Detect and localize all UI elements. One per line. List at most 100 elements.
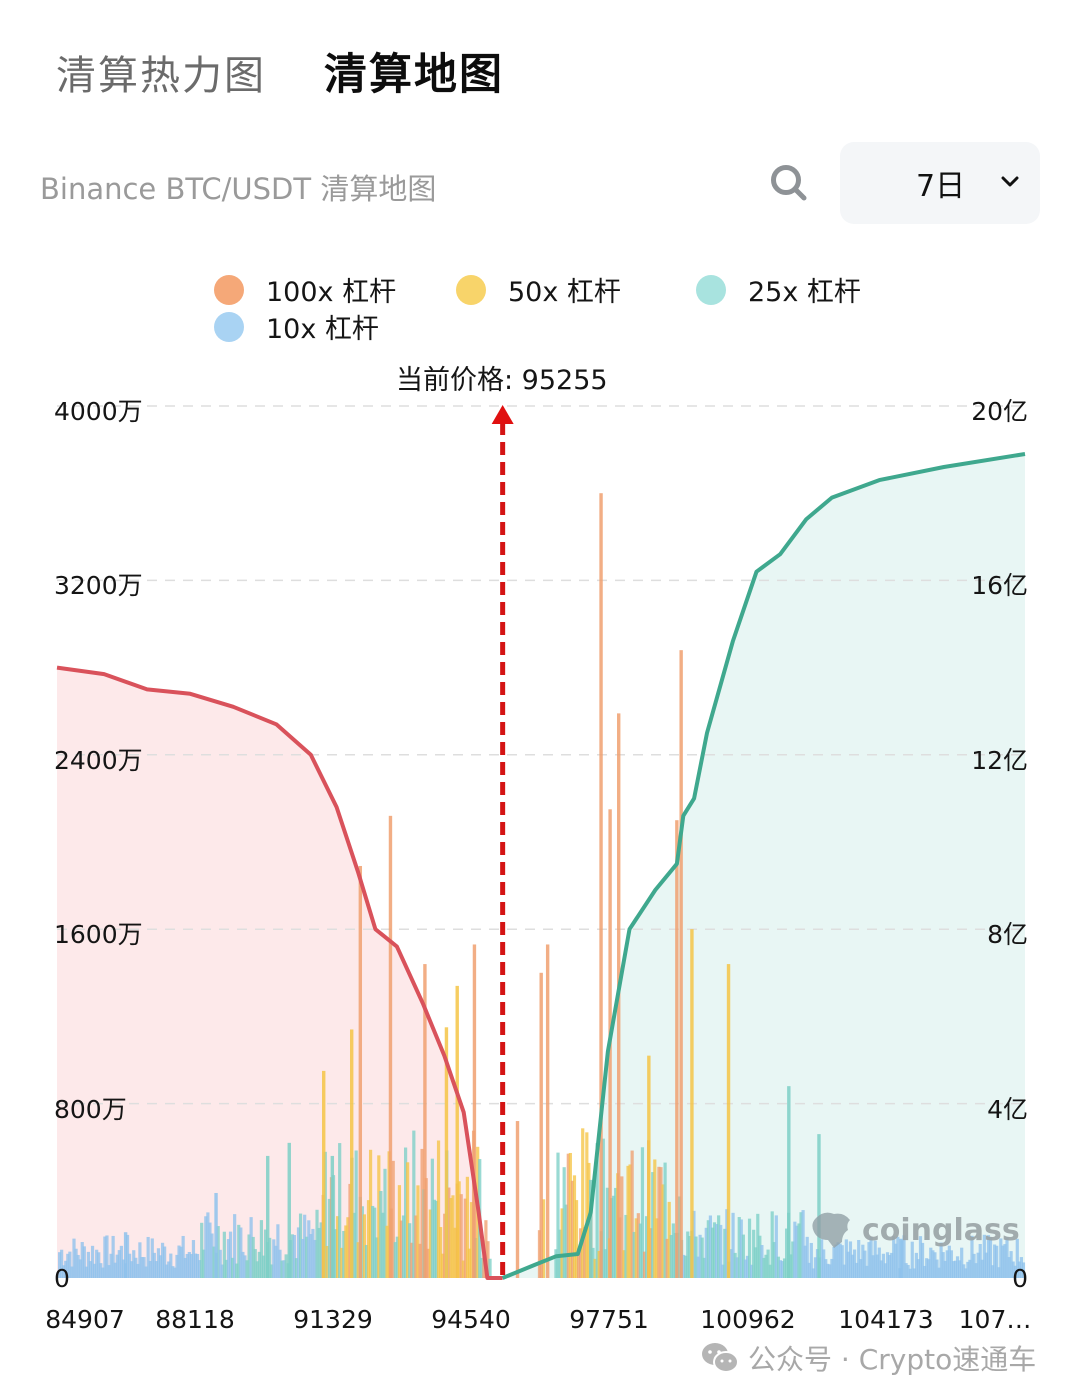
liquidation-bar: [811, 1268, 815, 1278]
liquidation-bar: [881, 1253, 886, 1278]
liquidation-bar: [403, 1147, 408, 1278]
footer-attribution: 公众号 · Crypto速通车: [700, 1338, 1036, 1378]
x-axis-tick: 100962: [700, 1305, 796, 1334]
liquidation-bar: [986, 1235, 991, 1278]
liquidation-bar: [772, 1242, 776, 1278]
liquidation-bar: [74, 1248, 78, 1278]
liquidation-bar: [311, 1228, 315, 1278]
liquidation-bar: [902, 1235, 906, 1278]
liquidation-bar: [976, 1252, 980, 1278]
liquidation-bar: [768, 1264, 772, 1278]
short-cumulative-line: [56, 665, 503, 1280]
liquidation-bar: [906, 1264, 910, 1278]
legend-item-25x[interactable]: 25x 杠杆: [696, 270, 861, 309]
liquidation-bar: [850, 1254, 855, 1278]
liquidation-peak-bar: [330, 1155, 335, 1278]
liquidation-bar: [296, 1227, 301, 1278]
liquidation-bar: [467, 1248, 472, 1278]
legend-item-100x[interactable]: 100x 杠杆: [214, 270, 396, 309]
liquidation-bar: [294, 1258, 299, 1278]
liquidation-bar: [686, 1231, 690, 1278]
liquidation-bar: [243, 1255, 247, 1278]
liquidation-bar: [834, 1244, 838, 1278]
liquidation-bar: [939, 1242, 943, 1278]
liquidation-bar: [154, 1261, 158, 1278]
x-axis-tick: 107…: [958, 1305, 1032, 1334]
legend-item-50x[interactable]: 50x 杠杆: [456, 270, 621, 309]
liquidation-bar: [72, 1238, 76, 1278]
liquidation-bar: [175, 1254, 179, 1278]
tab-liquidation-map[interactable]: 清算地图: [324, 50, 504, 100]
legend-item-10x[interactable]: 10x 杠杆: [214, 307, 379, 346]
liquidation-bar: [447, 1187, 451, 1278]
liquidation-bar: [622, 1250, 626, 1278]
liquidation-bar: [187, 1251, 191, 1278]
liquidation-bar: [638, 1223, 642, 1278]
liquidation-bar: [579, 1228, 583, 1278]
liquidation-bar: [614, 1187, 618, 1278]
liquidation-bar: [945, 1250, 949, 1278]
coinglass-logo-icon: [812, 1212, 850, 1248]
liquidation-bar: [222, 1231, 226, 1278]
period-value: 7日: [916, 169, 966, 204]
liquidation-bar: [200, 1222, 204, 1278]
liquidation-bar: [603, 1249, 607, 1278]
liquidation-bar: [933, 1252, 937, 1278]
liquidation-bar: [371, 1205, 375, 1278]
liquidation-bar: [929, 1247, 933, 1278]
liquidation-bar: [826, 1263, 830, 1278]
liquidation-bar: [698, 1234, 702, 1278]
liquidation-peak-bar: [817, 1134, 821, 1278]
liquidation-bar: [412, 1130, 416, 1278]
liquidation-bar: [920, 1242, 925, 1278]
liquidation-bar: [432, 1199, 437, 1278]
liquidation-bar: [92, 1263, 97, 1278]
long-cumulative-line: [501, 452, 1026, 1280]
liquidation-peak-bar: [266, 1155, 270, 1278]
liquidation-bar: [832, 1246, 836, 1278]
liquidation-bar: [309, 1234, 313, 1278]
liquidation-bar: [377, 1155, 381, 1278]
liquidation-bar: [733, 1252, 737, 1278]
liquidation-bar: [115, 1254, 119, 1278]
liquidation-bar: [366, 1200, 371, 1278]
liquidation-bar: [212, 1246, 216, 1278]
liquidation-bar: [696, 1256, 700, 1278]
liquidation-bar: [362, 1214, 367, 1278]
x-axis-tick: 94540: [431, 1305, 511, 1334]
liquidation-bar: [103, 1236, 107, 1278]
liquidation-bar: [395, 1236, 399, 1278]
liquidation-bar: [189, 1253, 193, 1278]
liquidation-bar: [595, 1143, 599, 1278]
legend-label: 10x 杠杆: [266, 314, 379, 345]
liquidation-bar: [469, 1202, 474, 1278]
liquidation-bar: [111, 1235, 115, 1278]
liquidation-bar: [593, 1258, 597, 1278]
liquidation-bar: [204, 1216, 208, 1278]
liquidation-bar: [167, 1261, 171, 1278]
liquidation-bar: [263, 1229, 268, 1278]
tab-liquidation-heatmap[interactable]: 清算热力图: [56, 53, 266, 99]
liquidation-bar: [731, 1212, 735, 1278]
liquidation-bar: [70, 1266, 74, 1278]
liquidation-bar: [694, 1236, 698, 1278]
liquidation-bar: [418, 1243, 422, 1278]
search-button[interactable]: [768, 162, 810, 204]
liquidation-peak-bar: [647, 1055, 651, 1278]
liquidation-bar: [381, 1212, 385, 1278]
liquidation-bar: [760, 1245, 764, 1278]
liquidation-bar: [375, 1237, 379, 1278]
liquidation-bar: [591, 1247, 595, 1278]
liquidation-bar: [224, 1259, 229, 1278]
liquidation-bar: [305, 1236, 309, 1278]
liquidation-bar: [655, 1218, 659, 1278]
liquidation-bar: [988, 1237, 993, 1278]
liquidation-bar: [434, 1200, 439, 1278]
liquidation-bar: [840, 1245, 844, 1278]
liquidation-bar: [183, 1257, 187, 1278]
period-select[interactable]: 7日: [840, 142, 1040, 224]
liquidation-bar: [272, 1239, 276, 1278]
liquidation-bar: [669, 1234, 673, 1278]
liquidation-peak-bar: [679, 650, 683, 1278]
liquidation-bar: [612, 1195, 616, 1278]
